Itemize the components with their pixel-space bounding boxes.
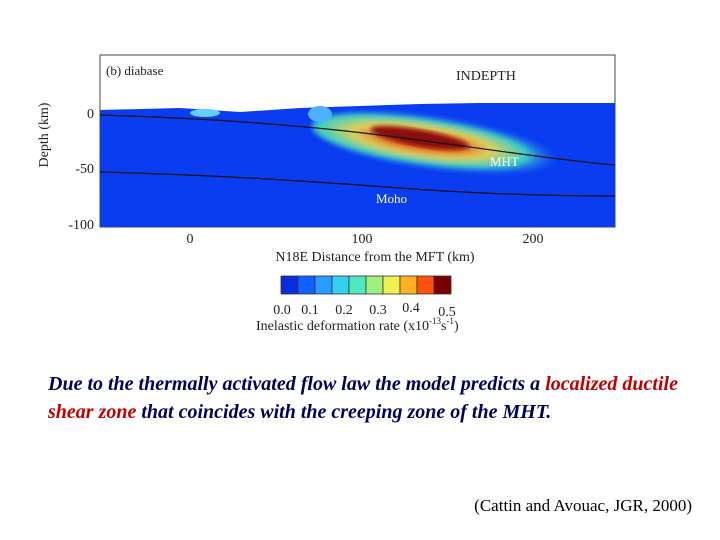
- colorbar-tick: 0.0: [273, 303, 291, 318]
- colorbar-label-text: Inelastic deformation rate (x10: [256, 319, 429, 334]
- caption: Due to the thermally activated flow law …: [48, 370, 688, 426]
- colorbar-tick: 0.5: [438, 305, 456, 320]
- surface-deformation: [190, 109, 220, 117]
- exponent: -1: [446, 316, 454, 326]
- y-axis-label: Depth (km): [37, 102, 52, 167]
- caption-text: Due to the thermally activated flow law …: [48, 373, 546, 395]
- citation: (Cattin and Avouac, JGR, 2000): [474, 496, 692, 515]
- y-tick: -100: [68, 218, 94, 233]
- caption-text: that coincides with the creeping zone of…: [136, 401, 552, 423]
- colorbar-tick: 0.1: [301, 303, 319, 318]
- x-tick: 100: [352, 232, 373, 247]
- colorbar-tick: 0.3: [369, 303, 387, 318]
- y-tick: -50: [75, 162, 94, 177]
- colorbar-label: Inelastic deformation rate (x10-13s-1): [256, 316, 459, 334]
- colorbar-tick: 0.2: [335, 303, 353, 318]
- x-axis-label: N18E Distance from the MFT (km): [275, 250, 475, 265]
- moho-line: [99, 171, 616, 197]
- figure: (b) diabase INDEPTH MHT Moho Depth (km) …: [37, 54, 616, 334]
- panel-label: (b) diabase: [106, 63, 164, 78]
- x-tick: 200: [523, 232, 544, 247]
- x-tick: 0: [187, 232, 194, 247]
- site-label: INDEPTH: [456, 69, 516, 84]
- surface-deformation: [308, 106, 332, 122]
- colorbar-tick: 0.4: [402, 301, 420, 316]
- colorbar: [280, 275, 452, 295]
- unit: s: [441, 319, 446, 334]
- exponent: -13: [429, 316, 441, 326]
- mht-line: [99, 114, 616, 166]
- fault-label: MHT: [490, 154, 519, 169]
- y-tick: 0: [87, 107, 94, 122]
- caption-highlight: localized ductile shear zone: [48, 373, 678, 423]
- close-paren: ): [454, 319, 459, 334]
- moho-label: Moho: [376, 191, 407, 206]
